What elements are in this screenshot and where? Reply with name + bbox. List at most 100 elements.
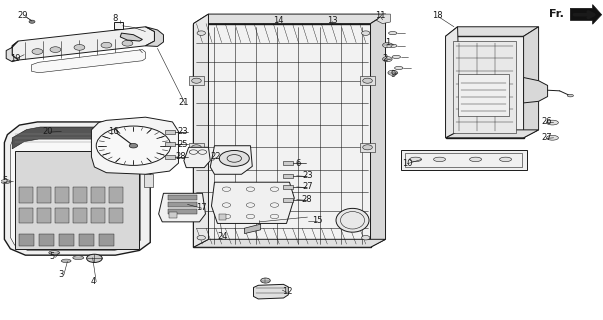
Bar [55, 208, 69, 223]
Ellipse shape [392, 55, 400, 59]
Bar [453, 41, 516, 133]
Bar [19, 234, 34, 246]
Polygon shape [92, 117, 178, 174]
Bar [165, 130, 175, 134]
Text: 5: 5 [2, 176, 8, 185]
Text: 28: 28 [175, 152, 186, 161]
Bar [144, 174, 153, 187]
Ellipse shape [0, 180, 11, 183]
Polygon shape [523, 27, 538, 138]
Polygon shape [244, 224, 260, 234]
Polygon shape [6, 41, 18, 62]
Circle shape [219, 150, 249, 166]
Text: 23: 23 [303, 172, 314, 180]
Circle shape [32, 49, 43, 54]
Bar [458, 74, 508, 116]
Circle shape [197, 236, 206, 240]
Text: 1: 1 [385, 38, 391, 47]
Text: 4: 4 [90, 277, 95, 286]
Text: 10: 10 [402, 159, 413, 168]
Text: Fr.: Fr. [549, 9, 564, 19]
Bar [74, 208, 87, 223]
Bar [168, 209, 197, 214]
Polygon shape [376, 14, 390, 24]
Text: 21: 21 [178, 99, 189, 108]
Polygon shape [4, 122, 150, 255]
Circle shape [192, 145, 201, 150]
Circle shape [101, 42, 112, 48]
Bar [189, 76, 204, 85]
Bar [55, 187, 69, 203]
Text: 8: 8 [112, 14, 118, 23]
Circle shape [362, 236, 370, 240]
Polygon shape [120, 33, 142, 41]
Bar [283, 198, 293, 202]
Polygon shape [446, 130, 538, 138]
Polygon shape [446, 27, 538, 36]
Circle shape [29, 20, 35, 23]
Bar [405, 153, 522, 167]
Text: 20: 20 [42, 127, 52, 136]
Text: 24: 24 [218, 232, 228, 241]
Text: 11: 11 [375, 11, 386, 20]
Circle shape [197, 31, 206, 35]
Circle shape [363, 78, 372, 83]
Polygon shape [194, 14, 209, 247]
Circle shape [87, 254, 103, 262]
Bar [165, 155, 175, 159]
Polygon shape [12, 27, 154, 60]
Bar [39, 234, 54, 246]
Bar [92, 208, 105, 223]
Text: 13: 13 [327, 16, 337, 25]
Ellipse shape [388, 32, 397, 35]
Bar [92, 187, 105, 203]
Polygon shape [114, 22, 122, 29]
Text: 14: 14 [273, 16, 283, 25]
Ellipse shape [434, 157, 446, 162]
Circle shape [363, 145, 372, 150]
Bar [109, 187, 122, 203]
Text: 28: 28 [302, 195, 312, 204]
Circle shape [260, 278, 270, 283]
Text: 16: 16 [108, 127, 119, 136]
Text: 27: 27 [303, 182, 314, 191]
Polygon shape [212, 182, 294, 223]
Bar [361, 76, 374, 85]
Polygon shape [446, 36, 523, 138]
Circle shape [192, 78, 201, 83]
Polygon shape [253, 284, 288, 299]
Bar [59, 234, 74, 246]
Circle shape [74, 44, 85, 50]
Circle shape [129, 143, 137, 148]
Text: 5: 5 [49, 252, 55, 261]
Bar [169, 212, 177, 218]
Circle shape [50, 47, 61, 52]
Polygon shape [570, 4, 602, 24]
Text: 27: 27 [541, 133, 552, 142]
Bar [79, 234, 94, 246]
Bar [14, 151, 139, 250]
Polygon shape [194, 14, 385, 24]
Bar [37, 187, 51, 203]
Circle shape [388, 70, 397, 75]
Text: 22: 22 [210, 152, 221, 161]
Ellipse shape [567, 94, 573, 97]
Text: 23: 23 [177, 127, 188, 136]
Ellipse shape [394, 67, 403, 69]
Ellipse shape [470, 157, 482, 162]
Text: 3: 3 [58, 270, 63, 279]
Polygon shape [210, 146, 252, 174]
Bar [168, 202, 197, 207]
Text: 2: 2 [382, 54, 387, 63]
Polygon shape [194, 24, 370, 247]
Polygon shape [194, 239, 385, 247]
Polygon shape [523, 77, 548, 103]
Polygon shape [12, 127, 142, 149]
Bar [74, 187, 87, 203]
Text: 29: 29 [17, 11, 28, 20]
Polygon shape [10, 128, 140, 251]
Ellipse shape [336, 208, 369, 232]
Bar [283, 185, 293, 189]
Polygon shape [446, 27, 461, 138]
Text: 9: 9 [390, 70, 396, 79]
